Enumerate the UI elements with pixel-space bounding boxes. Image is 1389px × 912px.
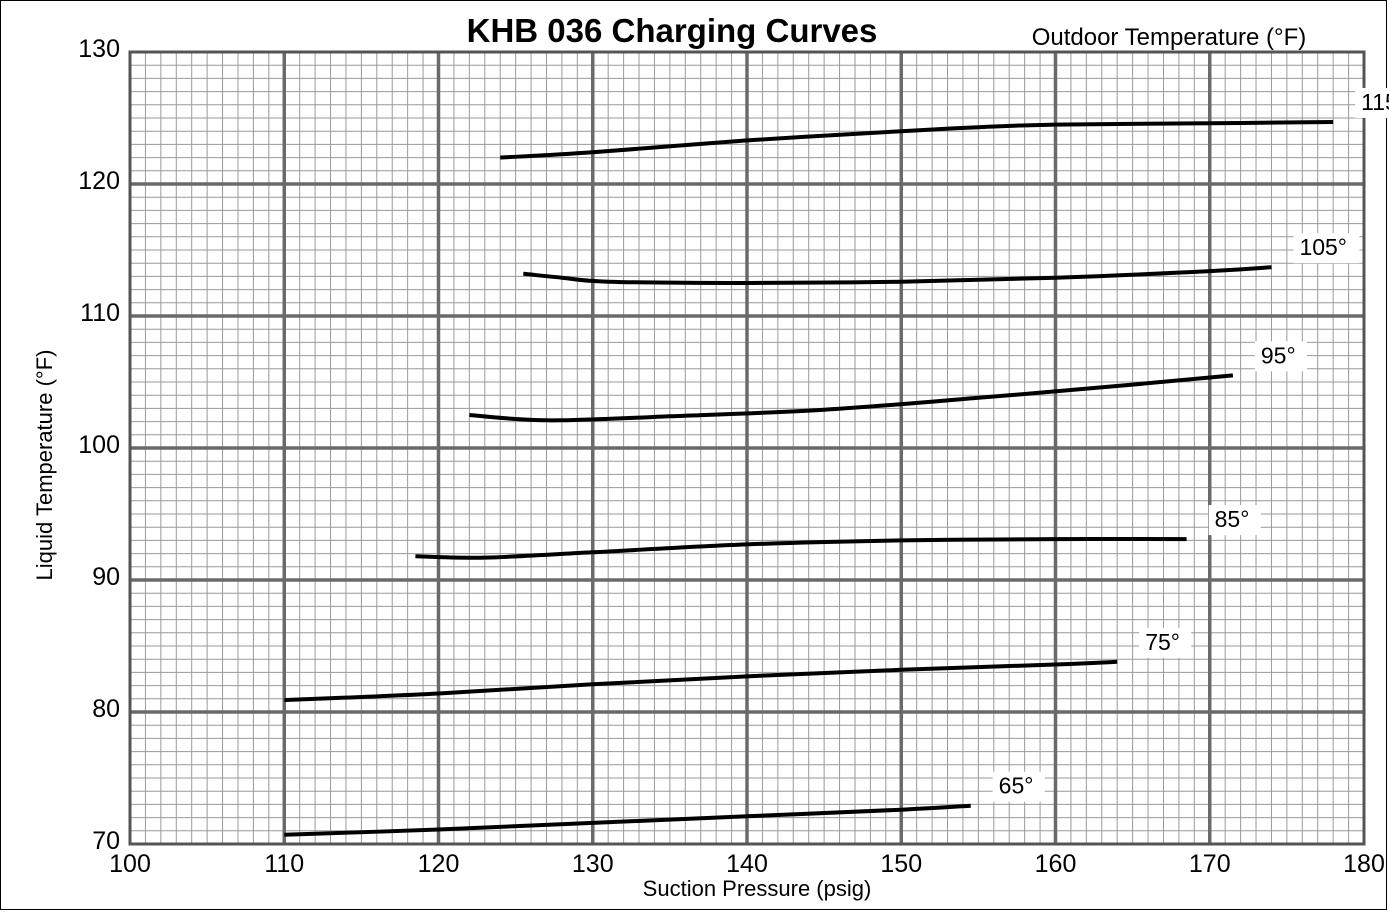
y-tick-label: 80: [92, 695, 120, 723]
x-tick-label: 160: [1035, 850, 1077, 878]
y-tick-label: 100: [78, 431, 120, 459]
x-tick-label: 140: [726, 850, 768, 878]
x-tick-label: 100: [109, 850, 151, 878]
y-tick-label: 110: [80, 299, 120, 327]
series-label: 65°: [999, 773, 1034, 799]
series-label-background: [1208, 505, 1261, 536]
series-line: [415, 537, 1187, 560]
y-tick-labels: 70 80 90 100 110 120 130: [78, 35, 120, 855]
series-line: [284, 803, 971, 837]
y-axis-label: Liquid Temperature (°F): [32, 350, 57, 581]
legend-title-background: [1008, 20, 1328, 50]
series-label: 115°: [1361, 89, 1389, 115]
series-line: [500, 120, 1334, 160]
series-label: 75°: [1145, 629, 1180, 655]
x-tick-label: 110: [264, 850, 304, 878]
series-label-background: [1293, 233, 1360, 264]
series-labels: 115° 105° 95° 85° 75° 65°: [992, 87, 1389, 802]
major-grid: [130, 52, 1364, 844]
series-line: [469, 373, 1234, 423]
x-tick-label: 150: [880, 850, 922, 878]
title-background: [432, 10, 912, 48]
y-tick-label: 90: [92, 563, 120, 591]
series-line: [284, 659, 1118, 703]
series-label-background: [1355, 87, 1389, 118]
x-tick-label: 170: [1189, 850, 1231, 878]
series-label-background: [1254, 341, 1307, 372]
series-label-background: [1139, 627, 1192, 658]
series-lines: [284, 120, 1334, 837]
y-tick-label: 130: [78, 35, 120, 63]
series-label: 105°: [1299, 234, 1347, 260]
plot-border: [128, 50, 1366, 846]
y-tick-label: 70: [92, 827, 120, 855]
series-line: [523, 265, 1272, 286]
x-tick-label: 180: [1343, 850, 1385, 878]
series-label: 95°: [1261, 342, 1296, 368]
legend-title: Outdoor Temperature (°F): [1032, 24, 1307, 51]
series-label-background: [992, 771, 1045, 802]
x-axis-label: Suction Pressure (psig): [643, 876, 872, 901]
x-tick-labels: 100 110 120 130 140 150 160 170 180: [109, 850, 1385, 878]
chart-title: KHB 036 Charging Curves: [467, 12, 878, 49]
series-label: 85°: [1215, 506, 1250, 532]
y-tick-label: 120: [78, 167, 120, 195]
x-tick-label: 120: [418, 850, 460, 878]
x-tick-label: 130: [572, 850, 614, 878]
